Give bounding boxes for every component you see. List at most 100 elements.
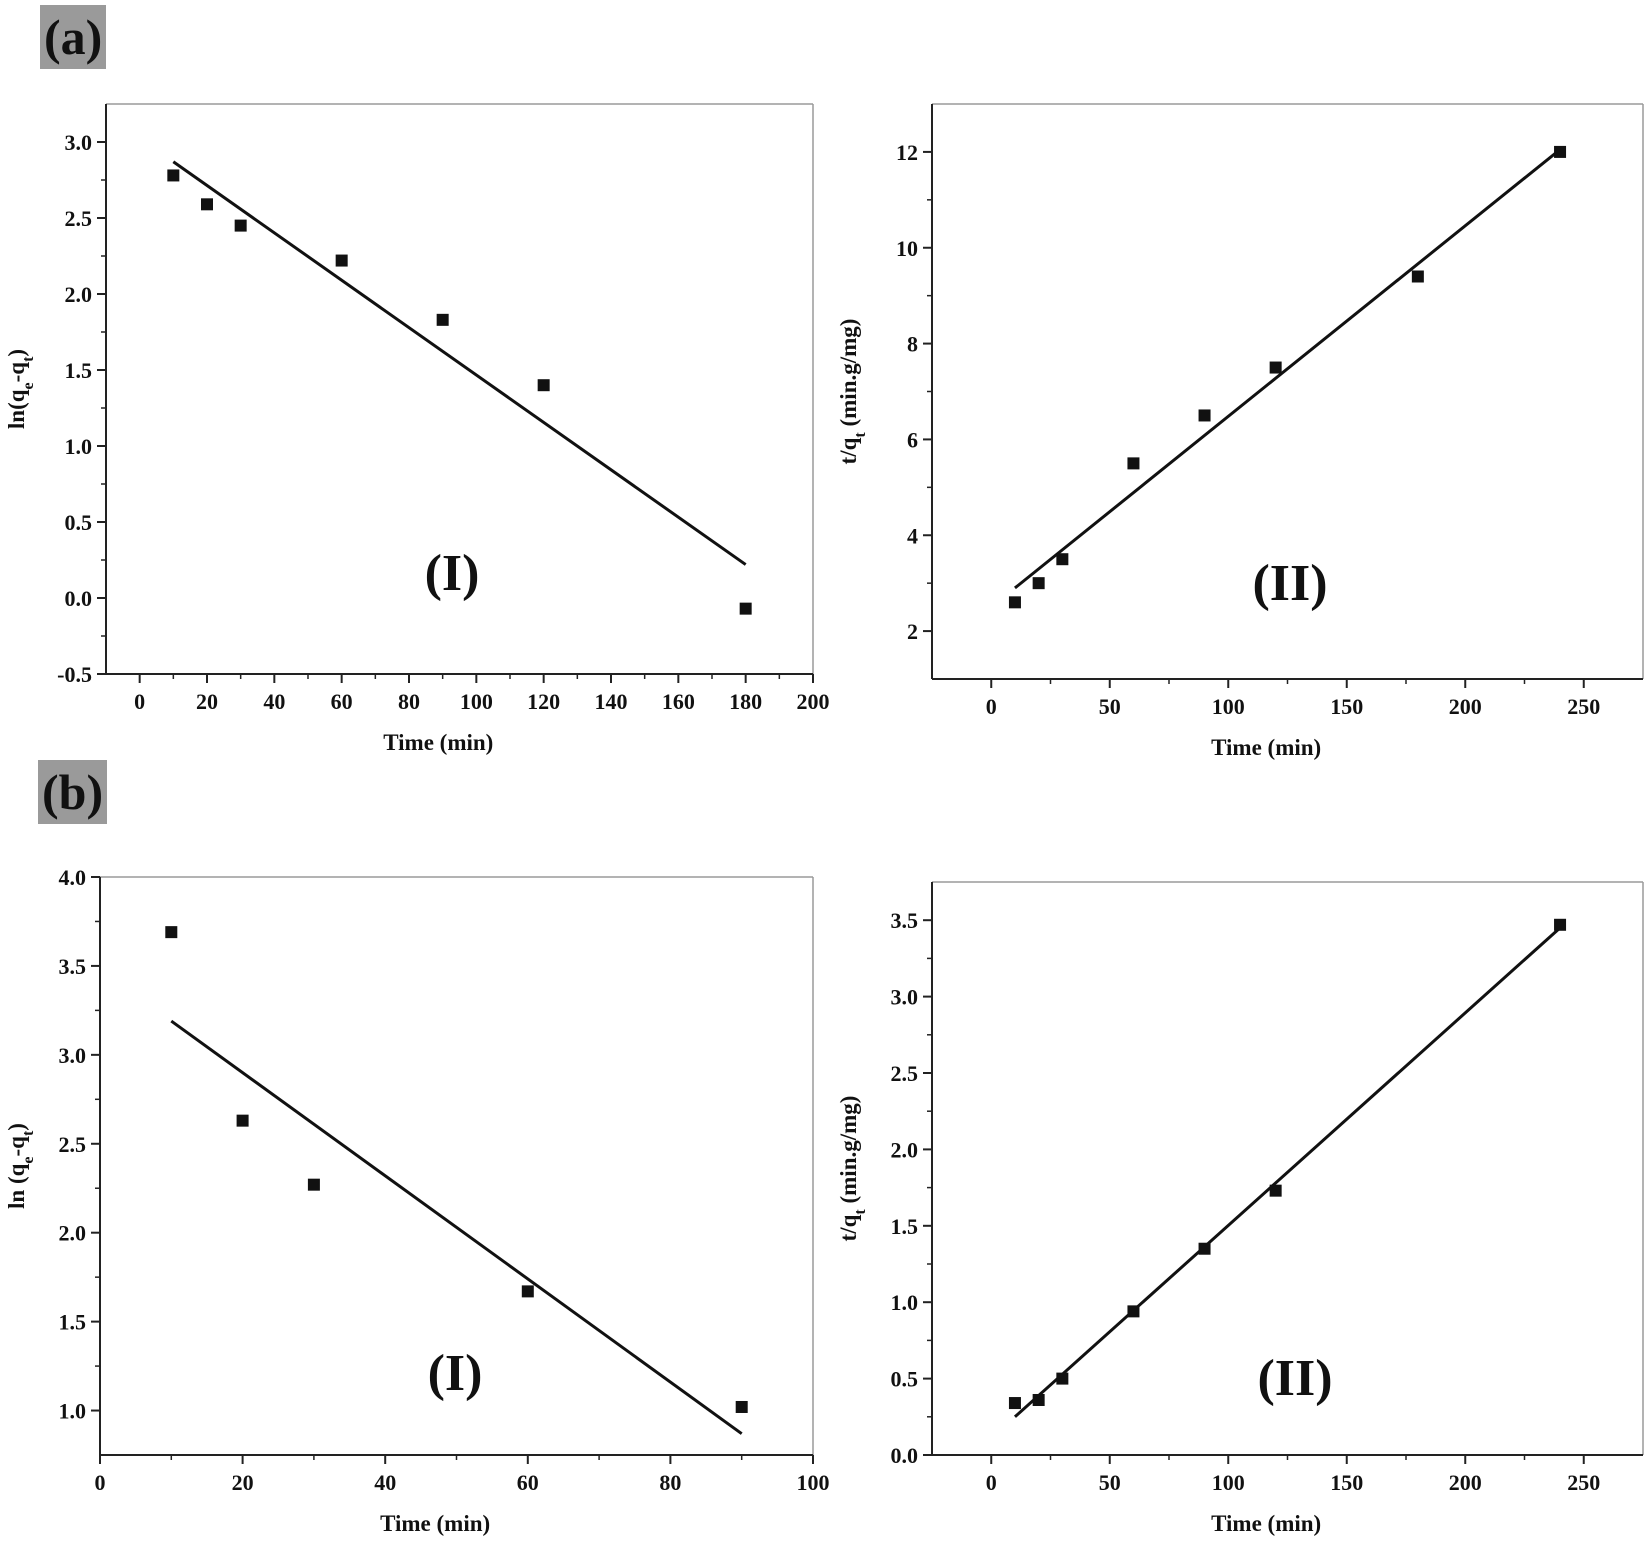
panel-label-a: (a) bbox=[40, 5, 107, 69]
x-tick-label: 100 bbox=[1212, 1470, 1245, 1495]
x-tick-label: 100 bbox=[460, 689, 493, 714]
data-point bbox=[1008, 1397, 1021, 1410]
panel-annotation: (II) bbox=[1257, 1350, 1332, 1407]
x-tick-label: 140 bbox=[595, 689, 628, 714]
data-point bbox=[307, 1178, 320, 1191]
fit-line bbox=[170, 1019, 743, 1435]
data-point bbox=[735, 1400, 748, 1413]
x-tick-label: 200 bbox=[797, 689, 830, 714]
y-axis-title-part: t/q bbox=[836, 437, 861, 464]
x-tick-label: 0 bbox=[95, 1470, 106, 1495]
y-tick-label: 3.0 bbox=[65, 130, 93, 155]
data-point bbox=[436, 313, 449, 326]
y-tick-label: 4 bbox=[907, 523, 918, 548]
y-tick-label: 3.5 bbox=[891, 908, 919, 933]
y-tick-label: 2.0 bbox=[891, 1137, 919, 1162]
data-point bbox=[1056, 1372, 1069, 1385]
x-tick-label: 160 bbox=[662, 689, 695, 714]
data-point bbox=[1008, 596, 1021, 609]
y-tick-label: 10 bbox=[896, 236, 918, 261]
x-axis-title: Time (min) bbox=[383, 730, 493, 755]
x-tick-label: 100 bbox=[797, 1470, 830, 1495]
y-tick-label: 1.5 bbox=[891, 1214, 919, 1239]
y-axis-title-part: ) bbox=[4, 1123, 29, 1131]
y-axis-title-subscript: t bbox=[20, 1130, 37, 1136]
y-tick-label: 2.5 bbox=[59, 1132, 87, 1157]
x-tick-label: 60 bbox=[517, 1470, 539, 1495]
x-tick-label: 0 bbox=[134, 689, 145, 714]
fit-line bbox=[172, 160, 747, 566]
y-axis-title-subscript: e bbox=[20, 1156, 37, 1163]
data-point bbox=[234, 219, 247, 232]
y-tick-label: 8 bbox=[907, 332, 918, 357]
x-tick-label: 80 bbox=[659, 1470, 681, 1495]
data-point bbox=[1554, 918, 1567, 931]
x-tick-label: 40 bbox=[374, 1470, 396, 1495]
x-tick-label: 150 bbox=[1330, 1470, 1363, 1495]
data-point bbox=[537, 379, 550, 392]
x-axis-title: Time (min) bbox=[1211, 1511, 1321, 1536]
data-point bbox=[1127, 457, 1140, 470]
chart-a-II: 0 50 100 150 200 250 2 4 6 8 10 12 (II) Time (min) t/q… bbox=[836, 103, 1644, 760]
x-tick-label: 100 bbox=[1212, 694, 1245, 719]
y-tick-label: 2.0 bbox=[65, 282, 93, 307]
data-point bbox=[1198, 409, 1211, 422]
chart-b-II: 0 50 100 150 200 250 0.0 0.5 1.0 1.5 2.0 2.5 3.0 3.5 (… bbox=[836, 881, 1644, 1536]
y-tick-label: 1.0 bbox=[65, 434, 93, 459]
y-axis-title: t/qt (min.g/mg) bbox=[836, 319, 869, 465]
data-point bbox=[335, 254, 348, 267]
data-point bbox=[236, 1114, 249, 1127]
data-point bbox=[1032, 1393, 1045, 1406]
y-tick-label: 3.5 bbox=[59, 954, 87, 979]
panel-annotation: (II) bbox=[1252, 555, 1327, 612]
y-tick-label: 0.5 bbox=[891, 1367, 919, 1392]
data-point bbox=[1554, 145, 1567, 158]
y-axis-title-part: -q bbox=[4, 1136, 29, 1157]
y-axis-title: t/qt (min.g/mg) bbox=[836, 1096, 869, 1242]
y-axis-title-part: ) bbox=[4, 349, 29, 357]
y-axis-title-part: (min.g/mg) bbox=[836, 1096, 861, 1210]
y-tick-label: 2.5 bbox=[65, 206, 93, 231]
y-axis-title: ln (qe-qt) bbox=[4, 1123, 37, 1209]
y-axis-title-subscript: t bbox=[852, 432, 869, 438]
y-tick-label: 0.5 bbox=[65, 510, 93, 535]
data-point bbox=[167, 169, 180, 182]
data-point bbox=[739, 602, 752, 615]
x-tick-label: 0 bbox=[986, 694, 997, 719]
y-tick-label: 4.0 bbox=[59, 865, 87, 890]
data-point bbox=[1411, 270, 1424, 283]
x-tick-label: 40 bbox=[263, 689, 285, 714]
fit-line bbox=[1013, 926, 1562, 1418]
y-axis-title-part: -q bbox=[4, 362, 29, 383]
panel-annotation: (I) bbox=[428, 1345, 483, 1402]
chart-b-I: 0 20 40 60 80 100 1.0 1.5 2.0 2.5 3.0 3.5 4.0 (I) Time… bbox=[4, 865, 830, 1536]
x-tick-label: 200 bbox=[1449, 1470, 1482, 1495]
data-point bbox=[1198, 1242, 1211, 1255]
y-axis-title-part: ln (q bbox=[4, 1163, 29, 1209]
y-axis-title-part: ln(q bbox=[4, 389, 29, 429]
x-tick-label: 180 bbox=[729, 689, 762, 714]
y-tick-label: 6 bbox=[907, 427, 918, 452]
x-tick-label: 200 bbox=[1449, 694, 1482, 719]
y-tick-label: -0.5 bbox=[57, 662, 92, 687]
y-tick-label: 2.5 bbox=[891, 1061, 919, 1086]
y-axis-title-part: (min.g/mg) bbox=[836, 319, 861, 433]
x-axis-title: Time (min) bbox=[1211, 735, 1321, 760]
y-tick-label: 0.0 bbox=[891, 1443, 919, 1468]
x-tick-label: 150 bbox=[1330, 694, 1363, 719]
panel-label-b: (b) bbox=[38, 760, 108, 824]
data-point bbox=[201, 198, 213, 211]
y-tick-label: 2.0 bbox=[59, 1221, 87, 1246]
x-axis-title: Time (min) bbox=[380, 1511, 490, 1536]
x-tick-label: 0 bbox=[986, 1470, 997, 1495]
data-point bbox=[1127, 1305, 1140, 1318]
data-point bbox=[165, 926, 178, 939]
data-point bbox=[1032, 577, 1045, 590]
data-point bbox=[1056, 553, 1069, 566]
data-point bbox=[1269, 1184, 1282, 1197]
x-tick-label: 50 bbox=[1099, 694, 1121, 719]
x-tick-label: 50 bbox=[1099, 1470, 1121, 1495]
x-tick-label: 20 bbox=[196, 689, 218, 714]
x-tick-label: 250 bbox=[1567, 1470, 1600, 1495]
x-tick-label: 80 bbox=[398, 689, 420, 714]
